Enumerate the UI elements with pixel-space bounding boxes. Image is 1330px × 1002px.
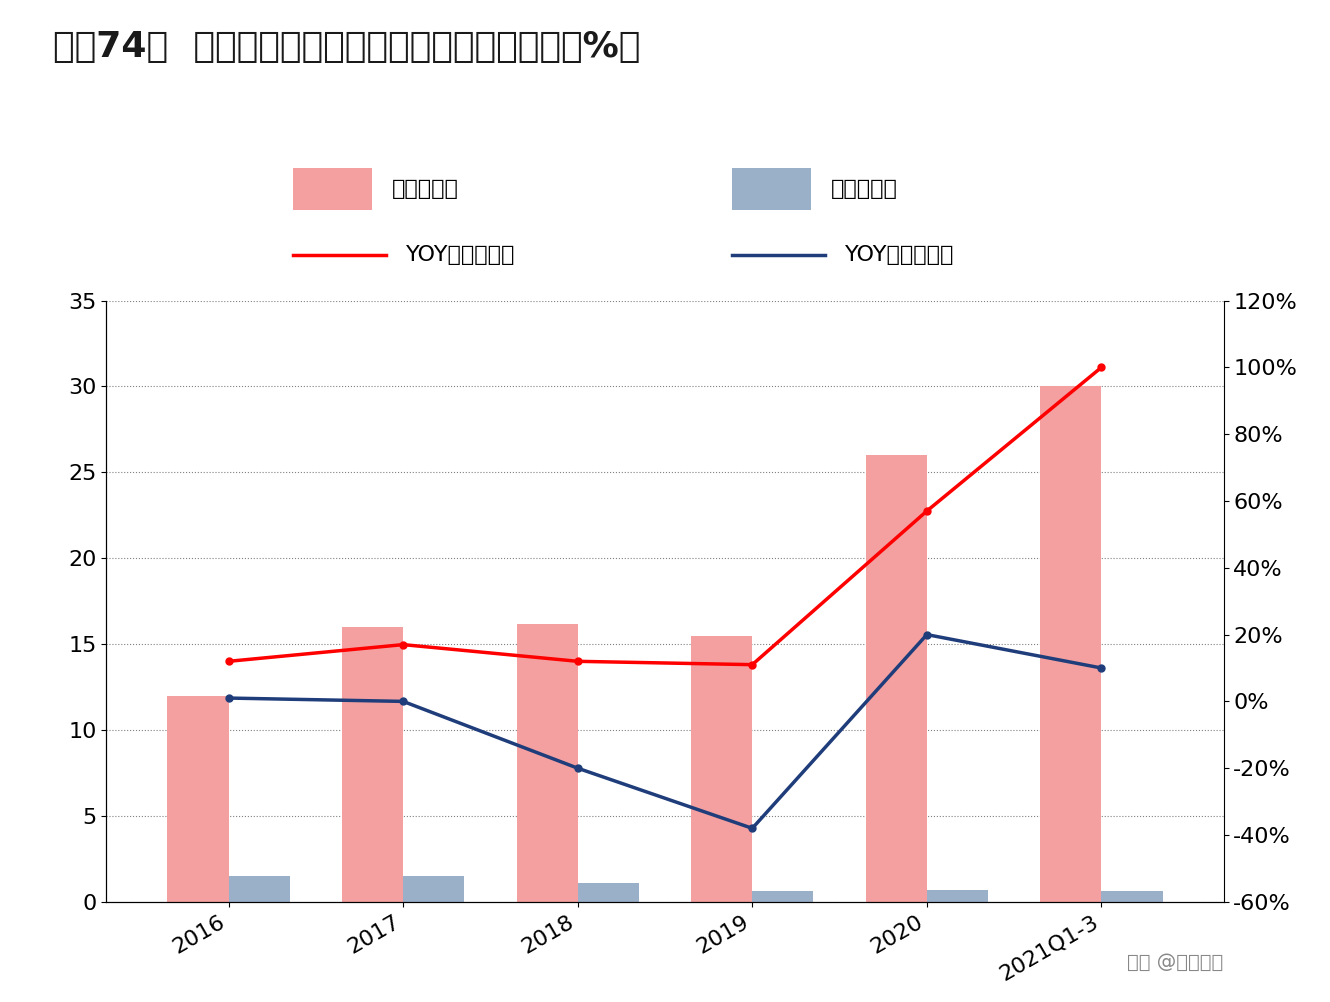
YOY归母净利润	[1093, 662, 1109, 674]
Bar	[516, 623, 577, 902]
Text: YOY营业总收入: YOY营业总收入	[406, 245, 515, 266]
Bar	[293, 168, 372, 210]
Text: 头条 @未来智库: 头条 @未来智库	[1128, 953, 1224, 972]
Bar	[732, 168, 811, 210]
Bar	[342, 627, 403, 902]
YOY营业总收入	[745, 658, 761, 670]
Line: YOY归母净利润: YOY归母净利润	[225, 631, 1105, 832]
Bar	[403, 876, 464, 902]
Bar	[866, 455, 927, 902]
YOY营业总收入	[919, 505, 935, 517]
Bar	[927, 890, 988, 902]
YOY营业总收入	[1093, 362, 1109, 374]
Line: YOY营业总收入: YOY营业总收入	[225, 364, 1105, 668]
YOY归母净利润	[745, 823, 761, 835]
Text: 归母净利润: 归母净利润	[831, 179, 898, 199]
YOY营业总收入	[569, 655, 585, 667]
YOY归母净利润	[395, 695, 411, 707]
Text: 图表74：  文灿股份营业收入、归母净利润（亿元；%）: 图表74： 文灿股份营业收入、归母净利润（亿元；%）	[53, 30, 641, 64]
Text: YOY归母净利润: YOY归母净利润	[845, 245, 954, 266]
Bar	[168, 695, 229, 902]
YOY归母净利润	[919, 628, 935, 640]
YOY归母净利润	[569, 763, 585, 775]
YOY营业总收入	[221, 655, 237, 667]
Bar	[577, 883, 638, 902]
YOY归母净利润	[221, 692, 237, 704]
Bar	[229, 876, 290, 902]
Bar	[753, 892, 814, 902]
Bar	[1101, 892, 1162, 902]
Text: 营业总收入: 营业总收入	[392, 179, 459, 199]
Bar	[692, 635, 753, 902]
YOY营业总收入	[395, 638, 411, 650]
Bar	[1040, 387, 1101, 902]
